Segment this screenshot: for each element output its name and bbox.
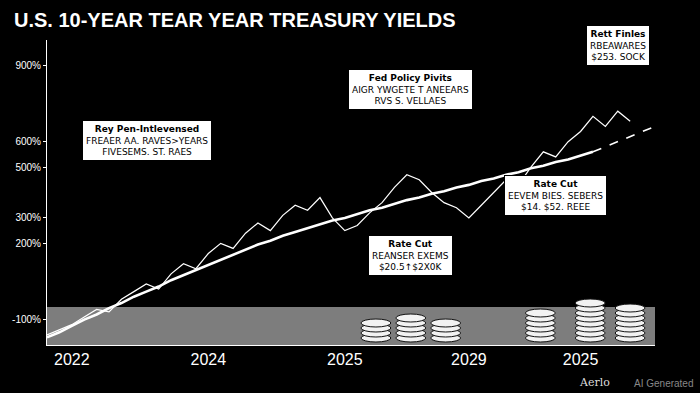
svg-text:2022: 2022 bbox=[54, 351, 90, 368]
svg-text:Rett FinlesRBEAWARES$253. SOCK: Rett FinlesRBEAWARES$253. SOCK bbox=[590, 29, 646, 62]
svg-text:2029: 2029 bbox=[451, 351, 487, 368]
svg-text:2025: 2025 bbox=[563, 351, 599, 368]
svg-text:2024: 2024 bbox=[191, 351, 227, 368]
svg-text:Rate CutREANSER EXEMS$20.5↑$2X: Rate CutREANSER EXEMS$20.5↑$2X0K bbox=[372, 239, 449, 272]
svg-text:AI Generated: AI Generated bbox=[634, 378, 693, 389]
svg-text:600%: 600% bbox=[15, 136, 41, 147]
svg-text:500%: 500% bbox=[15, 162, 41, 173]
svg-text:200%: 200% bbox=[15, 238, 41, 249]
svg-text:Fed Policy PivitsAIGR YWGETE T: Fed Policy PivitsAIGR YWGETE T ANEEARSRV… bbox=[352, 73, 469, 106]
svg-text:U.S. 10-YEAR TEAR YEAR TREASUR: U.S. 10-YEAR TEAR YEAR TREASURY YIELDS bbox=[14, 9, 456, 31]
svg-text:900%: 900% bbox=[15, 60, 41, 71]
svg-text:Aerlo: Aerlo bbox=[579, 376, 610, 389]
svg-text:300%: 300% bbox=[15, 212, 41, 223]
svg-text:-100%: -100% bbox=[12, 314, 41, 325]
svg-text:Rate CutEEVEM BIES. SEBERS$14.: Rate CutEEVEM BIES. SEBERS$14. $52. REEE bbox=[508, 179, 603, 212]
svg-text:2025: 2025 bbox=[327, 351, 363, 368]
svg-text:Rey Pen-IntlevensedFREAER AA.: Rey Pen-IntlevensedFREAER AA. RAVES>YEAR… bbox=[86, 124, 208, 157]
